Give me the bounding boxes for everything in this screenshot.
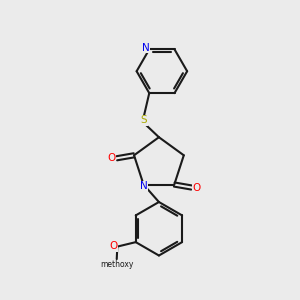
Text: methoxy: methoxy [100, 260, 134, 269]
Text: O: O [193, 182, 201, 193]
Text: S: S [141, 115, 147, 125]
Text: O: O [109, 241, 118, 251]
Text: O: O [107, 153, 116, 163]
Text: N: N [142, 43, 150, 53]
Text: N: N [140, 181, 147, 191]
